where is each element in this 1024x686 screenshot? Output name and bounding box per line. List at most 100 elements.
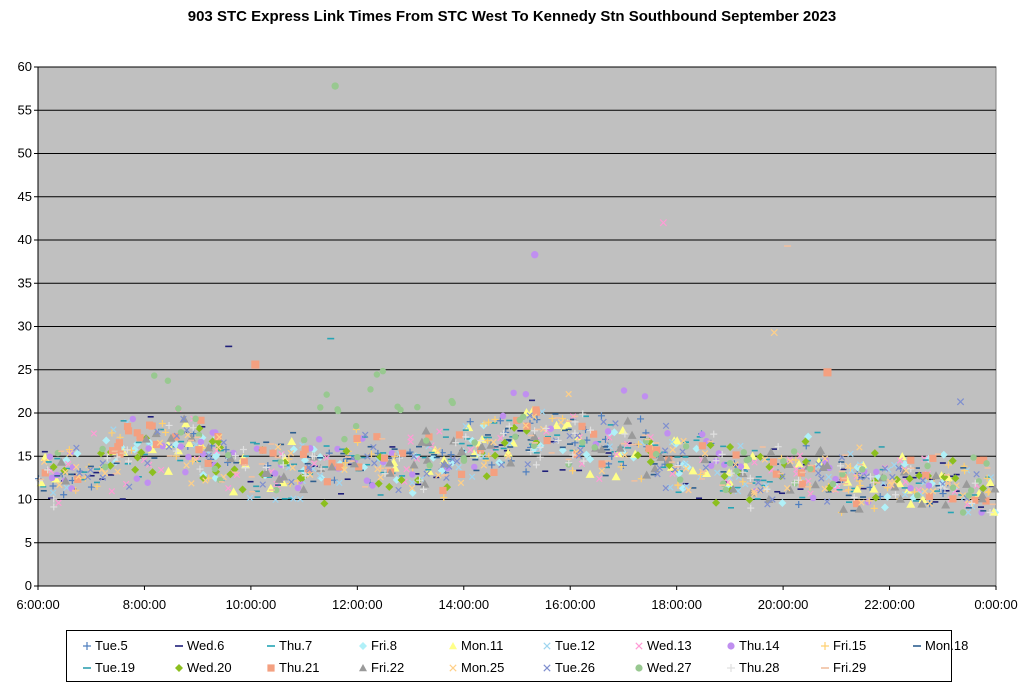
legend-marker-shape <box>449 642 457 650</box>
data-point <box>306 471 314 478</box>
data-point <box>915 471 924 480</box>
data-point <box>586 426 594 434</box>
data-point <box>569 451 577 459</box>
data-point <box>853 500 861 508</box>
data-point <box>734 487 742 495</box>
data-point <box>299 450 308 459</box>
y-tick-label: 45 <box>18 189 32 204</box>
data-point <box>230 465 239 474</box>
data-point <box>907 484 914 492</box>
x-tick-label: 18:00:00 <box>651 597 702 612</box>
data-point <box>414 403 421 411</box>
data-point <box>899 467 909 476</box>
data-point <box>712 457 720 465</box>
data-point <box>982 497 990 505</box>
data-point <box>524 461 531 468</box>
data-point <box>439 455 449 464</box>
data-point <box>423 437 430 444</box>
x-tick-label: 22:00:00 <box>864 597 915 612</box>
data-point <box>148 468 157 477</box>
data-point <box>315 436 323 443</box>
data-point <box>480 420 488 428</box>
data-point <box>503 448 513 457</box>
data-point <box>476 451 484 459</box>
data-point <box>669 470 676 478</box>
outlier-point <box>956 398 965 406</box>
data-point <box>720 472 729 481</box>
data-point <box>571 429 579 437</box>
data-point <box>334 407 342 415</box>
data-point <box>353 434 361 443</box>
data-point <box>99 445 106 453</box>
data-point <box>423 470 430 477</box>
data-point <box>209 429 216 436</box>
data-point <box>162 428 170 436</box>
data-point <box>301 472 309 480</box>
data-point <box>66 450 73 457</box>
data-point <box>674 461 682 469</box>
legend-marker-shape <box>449 664 457 672</box>
data-point <box>371 459 378 467</box>
data-point <box>466 418 474 426</box>
data-point <box>637 415 645 423</box>
data-point <box>512 433 519 440</box>
data-point <box>180 415 187 423</box>
data-point <box>706 441 715 450</box>
data-point <box>585 469 595 478</box>
legend-marker <box>449 642 457 650</box>
data-point <box>586 455 595 464</box>
data-point <box>809 494 817 502</box>
data-point <box>871 493 880 502</box>
data-point <box>379 367 387 375</box>
legend-marker-shape <box>727 642 735 650</box>
data-point <box>422 455 432 464</box>
legend-row-1: Tue.5 Wed.6 Thu.7 Fri.8 Mon.11 Tue.12 Wed.13 Th… <box>67 635 968 657</box>
data-point <box>761 456 769 463</box>
scatter-plot: 0 5 10 15 20 25 30 35 40 45 50 55 60 6:00:00 8:00:00 1… <box>16 59 1017 612</box>
data-point <box>925 492 933 501</box>
data-point <box>103 454 111 462</box>
outlier-point <box>251 360 260 369</box>
data-point <box>335 463 344 471</box>
data-point <box>505 452 512 460</box>
outlier-point <box>659 219 667 227</box>
data-point <box>125 457 133 465</box>
data-point <box>810 480 820 489</box>
data-point <box>745 495 754 504</box>
data-point <box>529 431 539 440</box>
data-point <box>305 463 313 471</box>
data-point <box>216 433 223 441</box>
data-point <box>751 459 758 466</box>
data-point <box>566 432 573 440</box>
data-point <box>662 484 670 492</box>
data-point <box>165 421 173 429</box>
data-point <box>124 427 133 435</box>
data-point <box>380 454 389 462</box>
data-point <box>892 491 900 499</box>
data-point <box>354 453 361 461</box>
data-point <box>301 445 309 453</box>
data-point <box>500 438 509 447</box>
legend-marker <box>359 664 367 672</box>
data-point <box>612 420 619 427</box>
data-point <box>747 504 755 512</box>
data-point <box>394 403 401 410</box>
data-point <box>818 475 825 482</box>
data-point <box>133 475 141 482</box>
data-point <box>664 430 671 437</box>
data-point <box>102 463 109 471</box>
data-point <box>604 428 612 435</box>
data-point <box>49 482 57 490</box>
data-point <box>674 481 682 489</box>
y-tick-label: 35 <box>18 275 32 290</box>
data-point <box>732 461 739 468</box>
data-point <box>115 439 123 447</box>
data-point <box>959 492 967 499</box>
data-point <box>407 434 414 441</box>
data-point <box>700 454 710 464</box>
data-point <box>377 474 384 481</box>
data-point <box>426 462 433 469</box>
data-point <box>464 422 474 432</box>
data-point <box>163 466 173 475</box>
data-point <box>403 465 410 473</box>
